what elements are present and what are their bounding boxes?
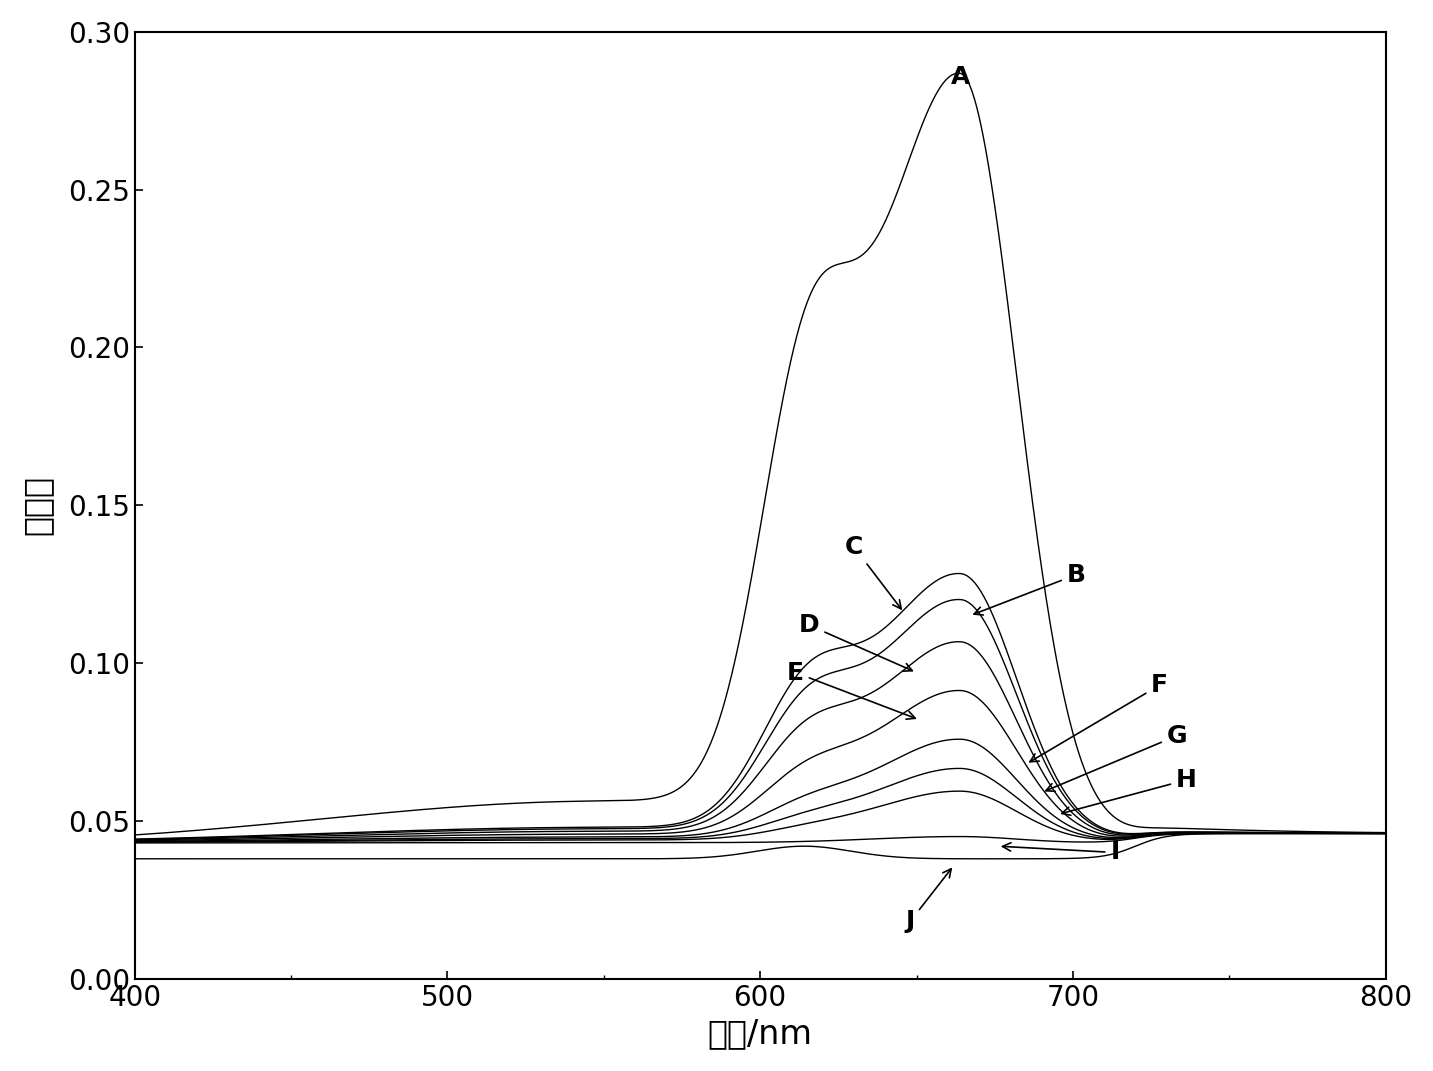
Text: G: G xyxy=(1046,724,1188,791)
Text: F: F xyxy=(1030,674,1168,761)
Text: I: I xyxy=(1003,841,1119,864)
Text: C: C xyxy=(845,534,901,609)
Text: B: B xyxy=(974,562,1086,615)
Text: H: H xyxy=(1062,768,1197,815)
Text: J: J xyxy=(906,869,952,933)
Y-axis label: 吸光度: 吸光度 xyxy=(21,476,54,536)
Text: D: D xyxy=(800,614,913,672)
X-axis label: 波长/nm: 波长/nm xyxy=(708,1017,813,1051)
Text: E: E xyxy=(787,661,916,720)
Text: A: A xyxy=(950,64,970,89)
